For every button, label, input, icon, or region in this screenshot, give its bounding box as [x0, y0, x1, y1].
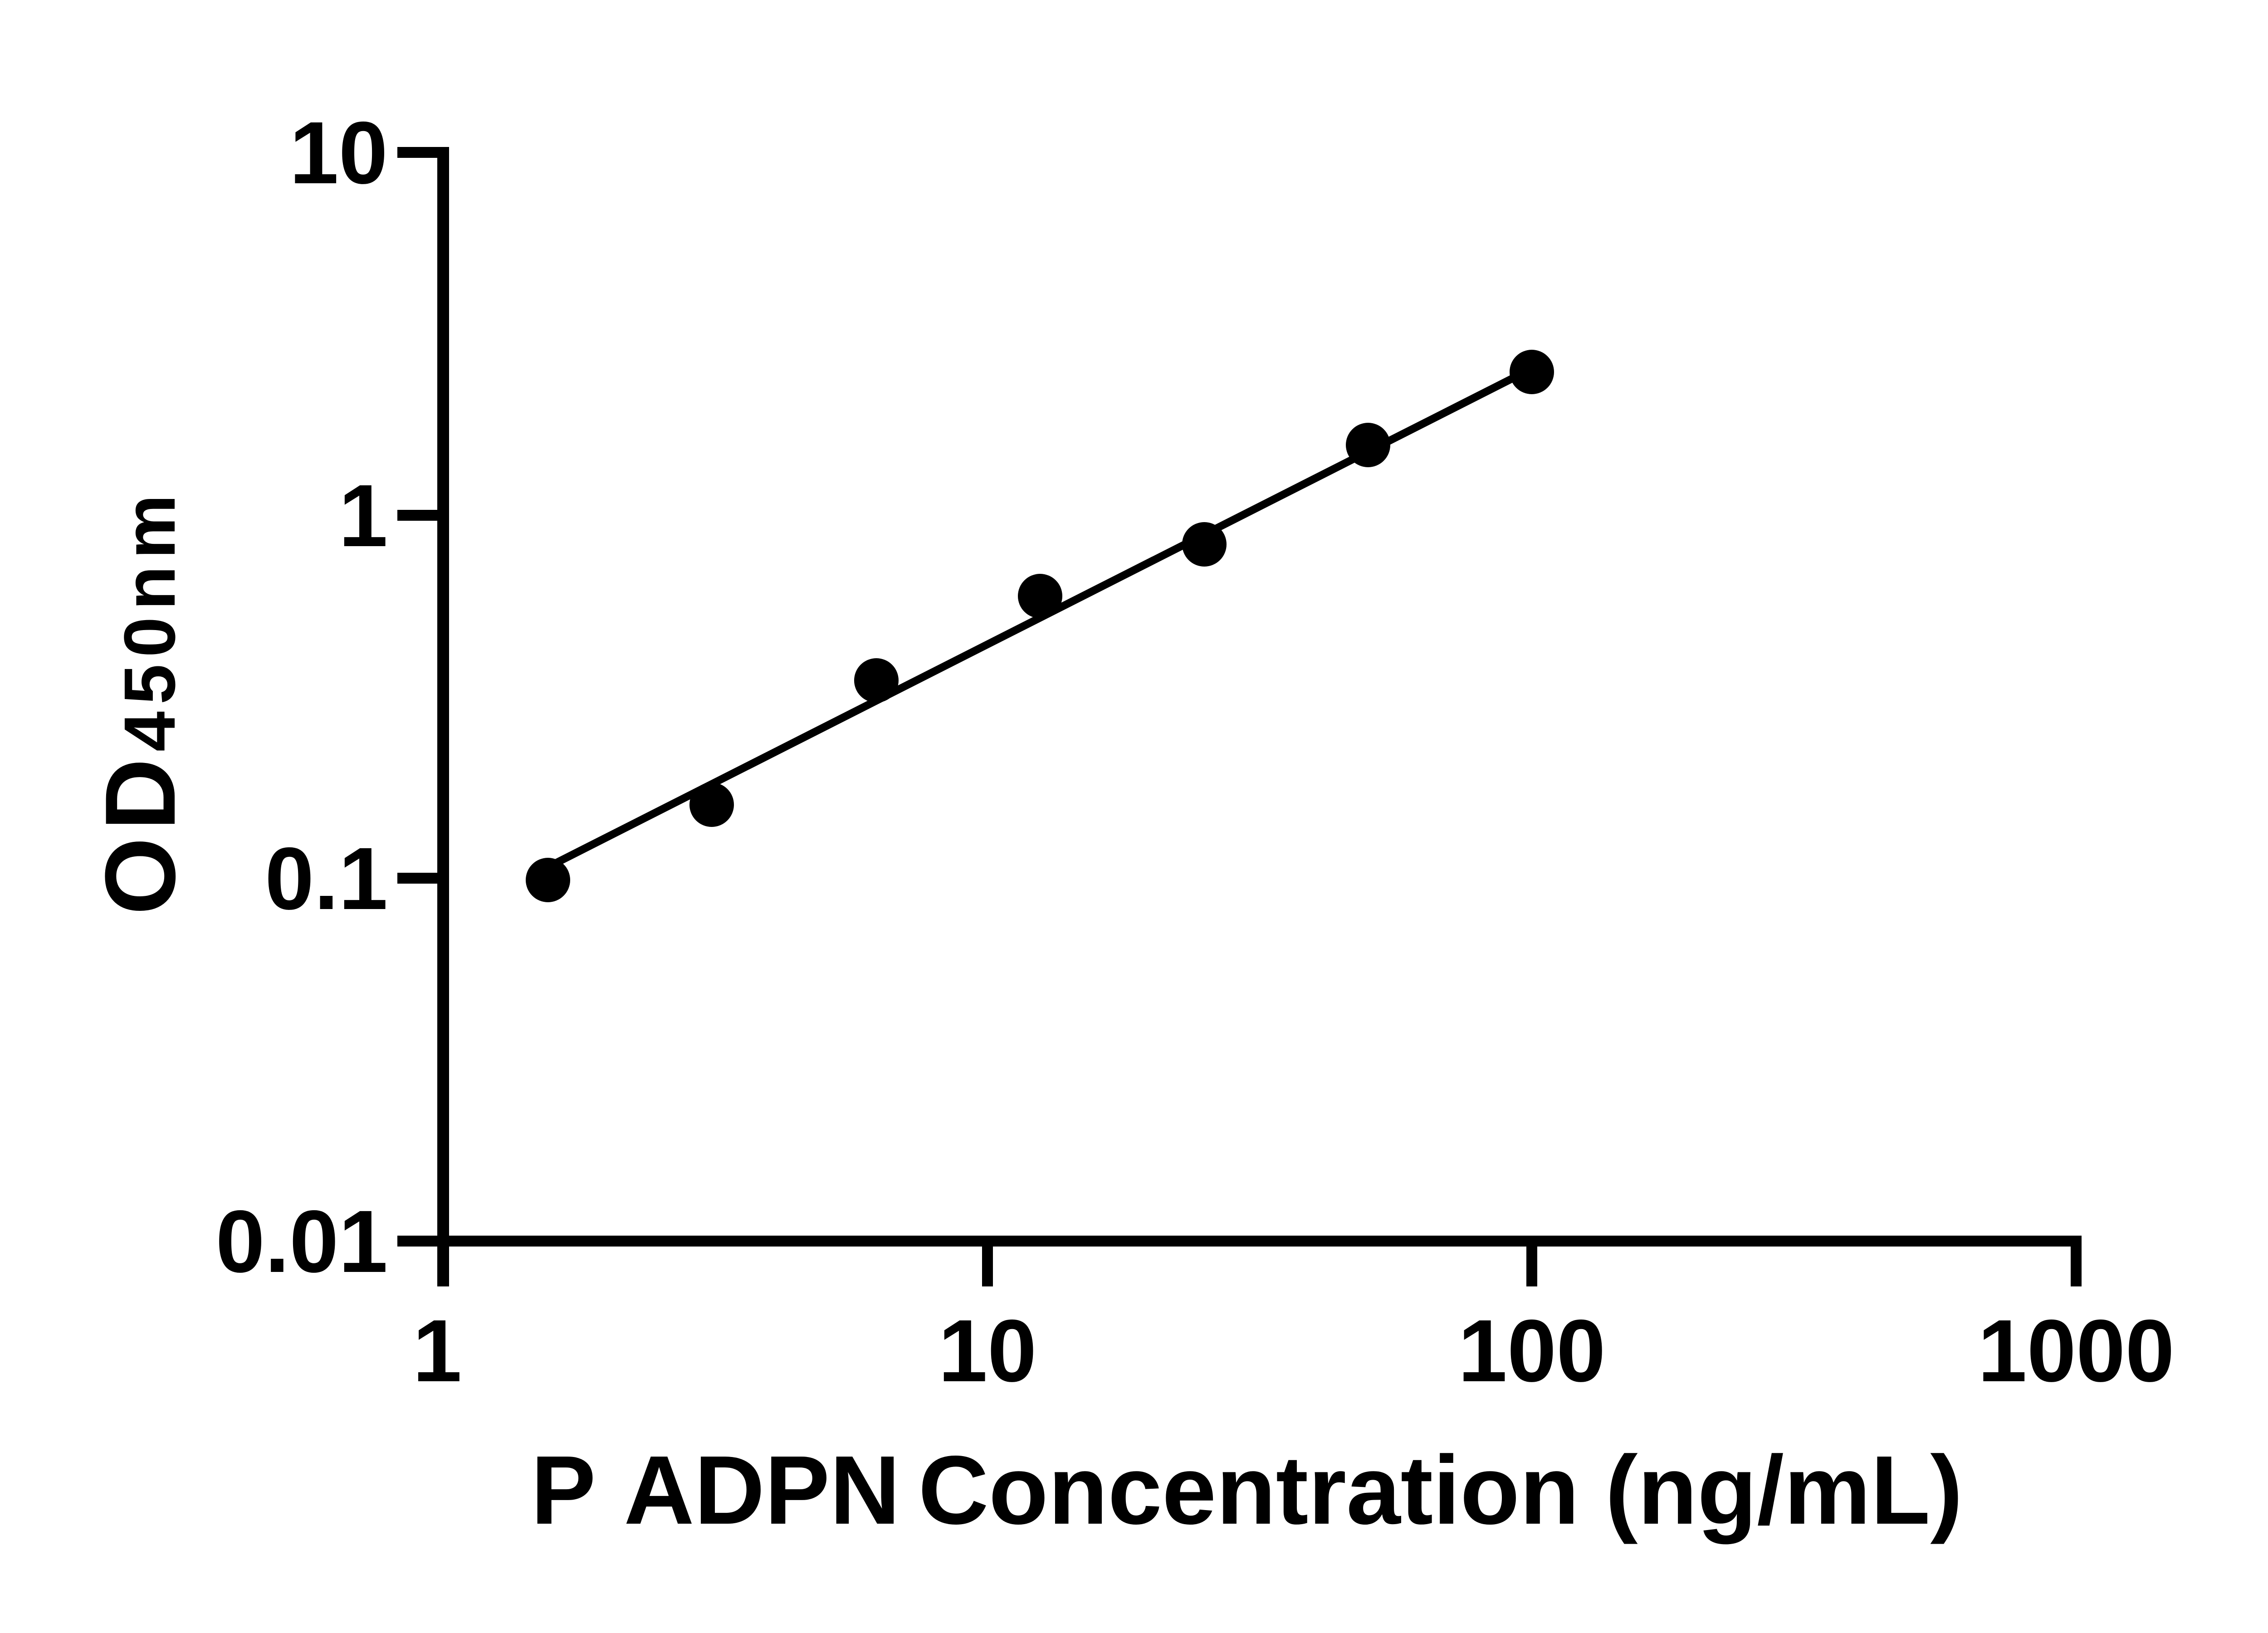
svg-text:(ng/mL): (ng/mL)	[1605, 1435, 1963, 1545]
svg-text:Concentration: Concentration	[918, 1435, 1579, 1545]
svg-text:0.01: 0.01	[215, 1192, 388, 1291]
svg-text:1000: 1000	[1978, 1301, 2175, 1400]
svg-text:1: 1	[339, 466, 388, 565]
svg-text:1: 1	[413, 1301, 462, 1400]
svg-text:P: P	[531, 1435, 596, 1545]
svg-text:10: 10	[938, 1301, 1037, 1400]
svg-text:100: 100	[1458, 1301, 1605, 1400]
svg-text:0.1: 0.1	[265, 829, 388, 928]
svg-text:ADPN: ADPN	[624, 1435, 900, 1545]
svg-text:10: 10	[289, 103, 388, 202]
